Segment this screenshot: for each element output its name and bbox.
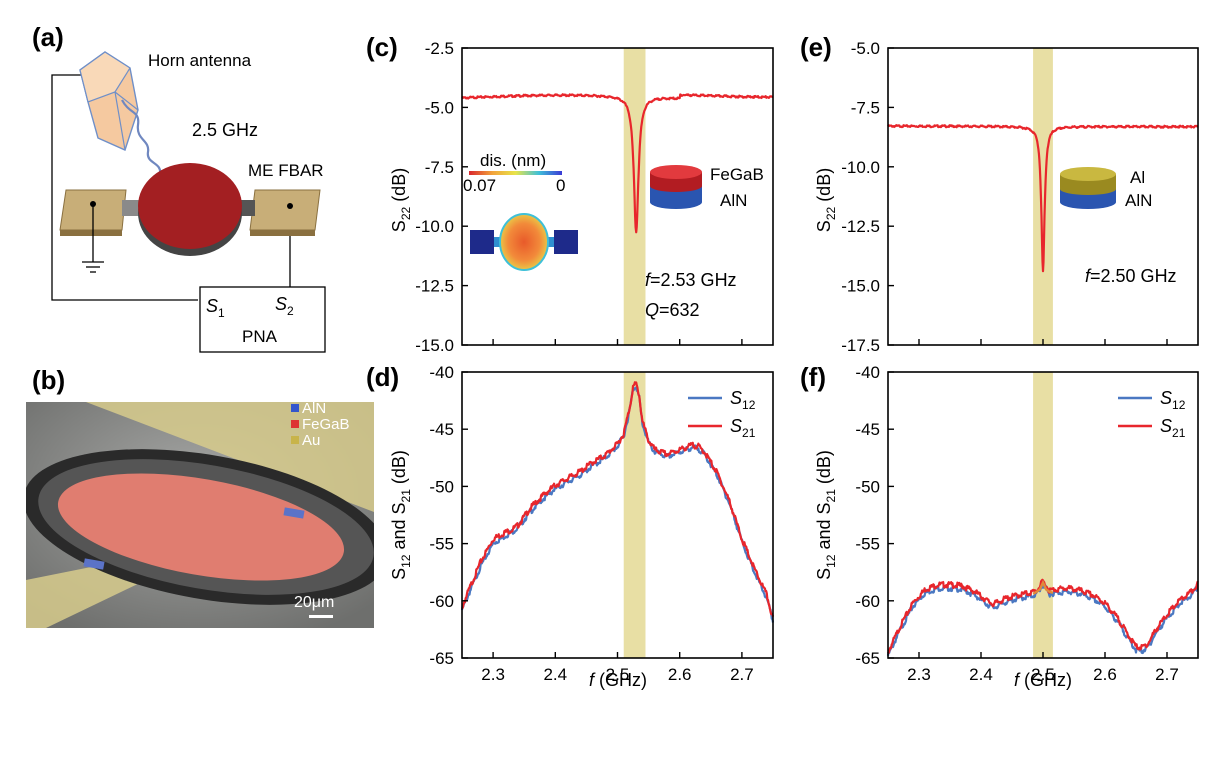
legend-au: Au (302, 432, 320, 449)
x-tick-label: 2.6 (668, 665, 692, 684)
panel-label-f: (f) (800, 362, 826, 392)
scalebar-label: 20μm (294, 594, 334, 611)
y-tick-label: -12.5 (841, 217, 880, 236)
legend-fegab: FeGaB (302, 416, 350, 433)
legend-s12: S12 (1160, 388, 1186, 412)
y-tick-label: -55 (429, 535, 454, 554)
x-tick-label: 2.4 (969, 665, 993, 684)
y-tick-label: -40 (429, 363, 454, 382)
inset-title: dis. (nm) (480, 151, 546, 170)
y-axis-label: S22 (dB) (389, 168, 413, 232)
layer-top-label: Al (1130, 168, 1145, 187)
ground-icon (82, 261, 104, 273)
series-resonance-highlight (1032, 579, 1054, 595)
resonance-frequency-label: f=2.50 GHz (1085, 266, 1177, 286)
sem-image: AlN FeGaB Au 20μm (26, 402, 374, 628)
series-s22 (461, 93, 774, 234)
x-tick-label: 2.4 (543, 665, 567, 684)
inset-max: 0.07 (463, 176, 496, 195)
y-tick-label: -50 (855, 477, 880, 496)
x-tick-label: 2.5 (606, 665, 630, 684)
chart-c: -15.0 -12.5 -10.0 -7.5 -5.0 -2.5 S22 (dB) dis… (389, 39, 774, 355)
chart-f: -65 -60 -55 -50 -45 -40 2.3 2.4 2.5 2.6 2.7 S12 an… (814, 363, 1199, 690)
y-axis-label: S22 (dB) (814, 168, 838, 232)
y-tick-label: -45 (855, 420, 880, 439)
resonance-frequency-label: f=2.53 GHz (645, 270, 737, 290)
legend-s21: S21 (1160, 416, 1186, 440)
quality-factor-label: Q=632 (645, 300, 700, 320)
layer-stack-fegab-aln-icon (650, 165, 702, 209)
y-tick-label: -7.5 (425, 158, 454, 177)
y-tick-label: -5.0 (851, 39, 880, 58)
chart-d: -65 -60 -55 -50 -45 -40 2.3 2.4 2.5 2.6 2.7 S12 an… (389, 363, 775, 690)
au-electrode-bottom (26, 562, 146, 628)
schematic-diagram: S1 S2 PNA Horn antenna 2.5 GHz ME FBAR (51, 51, 326, 353)
pna-label: PNA (242, 327, 278, 346)
chart-e: -17.5 -15.0 -12.5 -10.0 -7.5 -5.0 S22 (dB) Al… (814, 39, 1199, 355)
y-tick-label: -15.0 (841, 277, 880, 296)
x-tick-label: 2.7 (730, 665, 754, 684)
wire-antenna-port1 (51, 74, 198, 301)
y-tick-label: -2.5 (425, 39, 454, 58)
layer-bottom-label: AlN (1125, 191, 1152, 210)
y-tick-label: -40 (855, 363, 880, 382)
panel-label-d: (d) (366, 362, 400, 392)
layer-stack-al-aln-icon (1060, 167, 1116, 209)
layer-bottom-label: AlN (720, 191, 747, 210)
layer-top-label: FeGaB (710, 165, 764, 184)
fegab-disk (57, 473, 345, 581)
legend: S12 S21 (1118, 388, 1186, 440)
y-axis-label: S12 and S21 (dB) (814, 450, 838, 580)
panel-label-c: (c) (366, 32, 398, 62)
device-label: ME FBAR (248, 161, 324, 180)
displacement-inset: dis. (nm) 0.07 0 (463, 151, 578, 271)
legend: S12 S21 (688, 388, 756, 440)
antenna-label: Horn antenna (148, 51, 252, 70)
legend-aln: AlN (302, 402, 326, 417)
x-tick-label: 2.5 (1031, 665, 1055, 684)
y-tick-label: -10.0 (841, 158, 880, 177)
y-tick-label: -45 (429, 420, 454, 439)
y-tick-label: -12.5 (415, 277, 454, 296)
y-tick-label: -60 (855, 592, 880, 611)
highlight-band (1033, 48, 1053, 345)
panel-label-e: (e) (800, 32, 832, 62)
x-tick-label: 2.3 (907, 665, 931, 684)
x-tick-label: 2.7 (1155, 665, 1179, 684)
series-s21 (461, 381, 775, 617)
y-tick-label: -17.5 (841, 336, 880, 355)
panel-label-a: (a) (32, 22, 64, 52)
highlight-band (1033, 372, 1053, 658)
pna-port2: S2 (275, 294, 294, 318)
y-tick-label: -55 (855, 535, 880, 554)
frequency-label: 2.5 GHz (192, 120, 258, 140)
x-axis-label: f (GHz) (589, 670, 647, 690)
y-tick-label: -50 (429, 477, 454, 496)
y-tick-label: -10.0 (415, 217, 454, 236)
x-axis-label: f (GHz) (1014, 670, 1072, 690)
pna-box (199, 286, 326, 353)
highlight-band (623, 372, 646, 658)
y-tick-label: -7.5 (851, 98, 880, 117)
horn-antenna-icon (79, 51, 139, 151)
scalebar (309, 615, 333, 618)
pna-port1: S1 (206, 296, 225, 320)
y-tick-label: -65 (855, 649, 880, 668)
panel-label-b: (b) (32, 365, 66, 395)
x-tick-label: 2.3 (481, 665, 505, 684)
inset-colorbar (469, 171, 562, 175)
fbar-device-icon (59, 163, 321, 256)
series-s22 (887, 124, 1199, 273)
y-axis-label: S12 and S21 (dB) (389, 450, 413, 580)
y-tick-label: -60 (429, 592, 454, 611)
y-tick-label: -15.0 (415, 336, 454, 355)
y-tick-label: -5.0 (425, 98, 454, 117)
inset-min: 0 (556, 176, 565, 195)
legend-s21: S21 (730, 416, 756, 440)
y-tick-label: -65 (429, 649, 454, 668)
x-tick-label: 2.6 (1093, 665, 1117, 684)
legend-s12: S12 (730, 388, 756, 412)
